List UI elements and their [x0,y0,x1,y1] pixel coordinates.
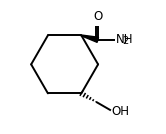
Text: OH: OH [112,105,129,118]
Text: O: O [93,10,102,23]
Polygon shape [81,35,98,42]
Text: 2: 2 [123,36,129,46]
Text: NH: NH [115,33,133,46]
